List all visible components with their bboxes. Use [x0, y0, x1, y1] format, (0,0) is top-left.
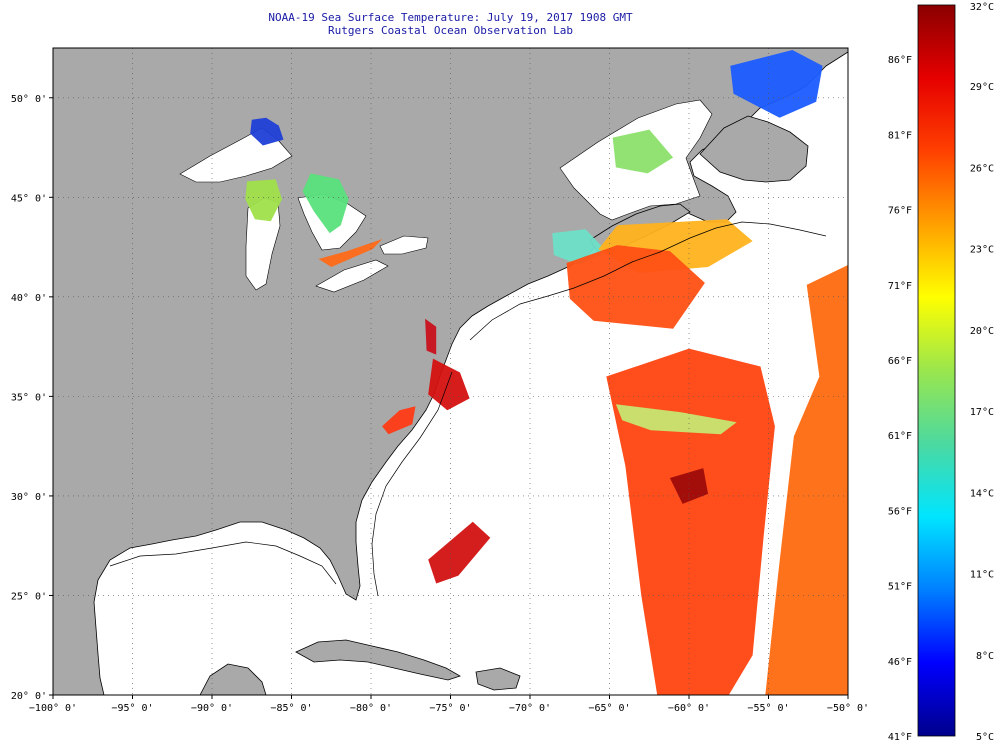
- lon-tick-label: −85° 0': [270, 703, 312, 714]
- lake-erie: [315, 259, 389, 293]
- land-cuba: [295, 639, 461, 681]
- sst-region-cape-hatteras: [428, 358, 470, 411]
- map-plot-area: [53, 48, 848, 695]
- lon-tick-label: −55° 0': [747, 703, 789, 714]
- latitude-tick-labels: 20° 0' 25° 0' 30° 0' 35° 0' 40° 0' 45° 0' 50° …: [11, 94, 53, 702]
- sst-region-cool-filament: [615, 404, 737, 435]
- land-yucatan: [199, 663, 267, 695]
- fahrenheit-tick-label: 51°F: [888, 582, 912, 593]
- land-newfoundland: [699, 115, 809, 183]
- fahrenheit-tick-label: 81°F: [888, 130, 912, 141]
- celsius-tick-label: 23°C: [970, 245, 994, 256]
- colorbar-fahrenheit-labels: 86°F 81°F 76°F 71°F 66°F 61°F 56°F 51°F 46°F 41°F: [888, 55, 912, 743]
- fahrenheit-tick-label: 41°F: [888, 732, 912, 743]
- celsius-tick-label: 17°C: [970, 407, 994, 418]
- sst-region-sargasso-east: [765, 265, 848, 695]
- celsius-tick-label: 32°C: [970, 2, 994, 13]
- lon-tick-label: −80° 0': [350, 703, 392, 714]
- fahrenheit-tick-label: 56°F: [888, 506, 912, 517]
- lat-tick-label: 30° 0': [11, 492, 47, 503]
- celsius-tick-label: 11°C: [970, 570, 994, 581]
- isobath-line: [469, 221, 827, 341]
- isobath-line-south: [371, 371, 453, 597]
- lon-tick-label: −95° 0': [111, 703, 153, 714]
- sst-region-gulf-stream-north: [566, 245, 705, 329]
- lat-tick-label: 45° 0': [11, 193, 47, 204]
- celsius-tick-label: 8°C: [976, 651, 994, 662]
- celsius-tick-label: 29°C: [970, 82, 994, 93]
- sst-region-lake-michigan: [245, 179, 282, 222]
- longitude-tick-labels: −100° 0' −95° 0' −90° 0' −85° 0' −80° 0' −75°…: [29, 695, 869, 714]
- sst-region-lake-huron: [302, 173, 349, 234]
- land-hispaniola: [475, 667, 521, 691]
- fahrenheit-tick-label: 61°F: [888, 431, 912, 442]
- lake-ontario: [379, 235, 429, 255]
- isobath-line-gulf: [109, 541, 337, 585]
- map-title: NOAA-19 Sea Surface Temperature: July 19…: [268, 11, 633, 24]
- lon-tick-label: −60° 0': [668, 703, 710, 714]
- celsius-tick-label: 14°C: [970, 488, 994, 499]
- colorbar-celsius-labels: 32°C 29°C 26°C 23°C 20°C 17°C 14°C 11°C 8°C 5°C: [970, 2, 994, 743]
- fahrenheit-tick-label: 66°F: [888, 356, 912, 367]
- sst-region-southeast-shelf: [382, 406, 416, 435]
- celsius-tick-label: 26°C: [970, 163, 994, 174]
- celsius-tick-label: 20°C: [970, 326, 994, 337]
- celsius-tick-label: 5°C: [976, 732, 994, 743]
- lat-tick-label: 25° 0': [11, 591, 47, 602]
- map-subtitle: Rutgers Coastal Ocean Observation Lab: [327, 24, 574, 37]
- sst-region-bahamas-warm: [428, 521, 491, 584]
- lon-tick-label: −50° 0': [827, 703, 869, 714]
- fahrenheit-tick-label: 76°F: [888, 206, 912, 217]
- lon-tick-label: −90° 0': [191, 703, 233, 714]
- fahrenheit-tick-label: 86°F: [888, 55, 912, 66]
- lon-tick-label: −70° 0': [509, 703, 551, 714]
- sst-region-gulf-st-lawrence: [612, 129, 674, 174]
- sst-region-chesapeake: [425, 318, 437, 355]
- lat-tick-label: 20° 0': [11, 691, 47, 702]
- lon-tick-label: −100° 0': [29, 703, 77, 714]
- sst-region-lake-erie: [318, 239, 383, 267]
- lat-tick-label: 35° 0': [11, 392, 47, 403]
- colorbar: [917, 4, 956, 737]
- lat-tick-label: 40° 0': [11, 293, 47, 304]
- sst-region-labrador-cold: [730, 50, 823, 118]
- sst-region-sargasso-main: [606, 348, 775, 695]
- fahrenheit-tick-label: 71°F: [888, 281, 912, 292]
- lon-tick-label: −65° 0': [588, 703, 630, 714]
- lon-tick-label: −75° 0': [429, 703, 471, 714]
- sst-region-eddy-core: [669, 468, 709, 504]
- lat-tick-label: 50° 0': [11, 94, 47, 105]
- sst-data-layer: [245, 50, 848, 695]
- fahrenheit-tick-label: 46°F: [888, 657, 912, 668]
- sst-region-lake-superior-cold: [250, 117, 284, 146]
